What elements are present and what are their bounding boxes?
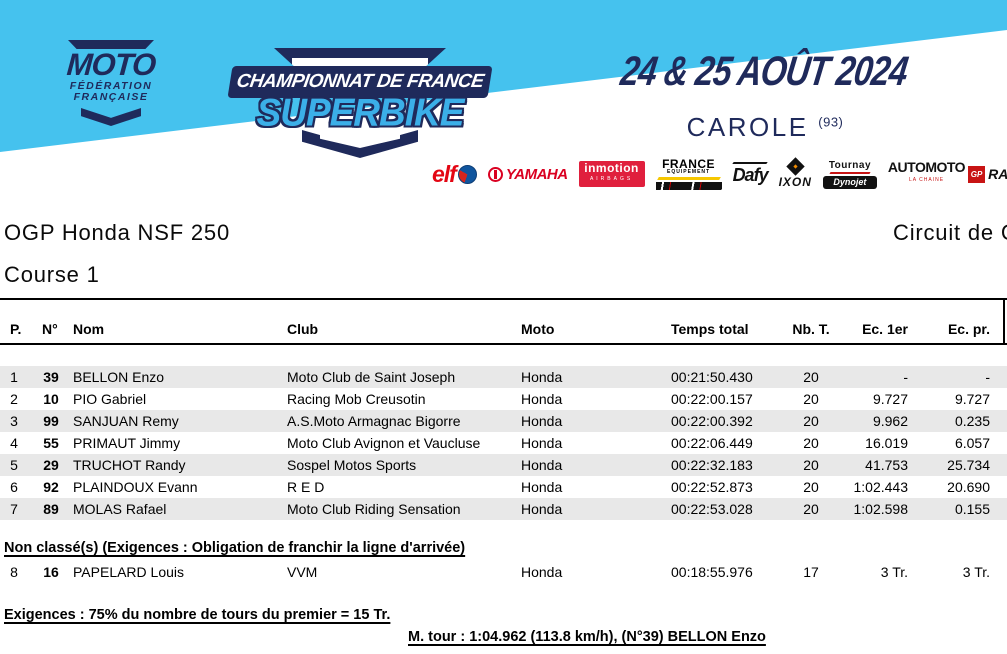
ffm-moto-logo: MOTO FÉDÉRATION FRANÇAISE — [50, 40, 172, 132]
elf-logo: elf — [432, 161, 477, 188]
france-equipement-swoosh-shape — [656, 177, 721, 180]
col-header-total-time: Temps total — [671, 321, 749, 337]
unclassified-heading: Non classé(s) (Exigences : Obligation de… — [4, 540, 466, 556]
dafy-swoosh-shape — [732, 162, 768, 164]
col-header-gap-prev: Ec. pr. — [947, 321, 990, 337]
table-row: 2 10 PIO Gabriel Racing Mob Creusotin Honda 0… — [10, 391, 990, 407]
ixon-diamond-icon — [786, 156, 805, 176]
col-header-number: N° — [42, 321, 58, 337]
championnat-superbike-logo: CHAMPIONNAT DE FRANCE SUPERBIKE — [227, 48, 493, 158]
tournay-dynojet-logo: Tournay Dynojet — [822, 160, 877, 189]
col-header-laps: Nb. T. — [792, 321, 830, 337]
best-lap-note: M. tour : 1:04.962 (113.8 km/h), (N°39) … — [408, 629, 766, 645]
ffm-logo-francaise-label: FRANÇAISE — [73, 91, 149, 103]
dafy-logo: Dafy — [732, 162, 769, 186]
championnat-de-france-label: CHAMPIONNAT DE FRANCE — [235, 71, 486, 92]
circuit-title: Circuit de C — [893, 220, 1007, 245]
col-header-name: Nom — [73, 321, 105, 337]
superbike-logo-shield-top-shape — [274, 48, 446, 70]
ffm-logo-top-bar-shape — [68, 40, 154, 49]
table-row: 5 29 TRUCHOT Randy Sospel Motos Sports Honda… — [0, 454, 1007, 476]
ffm-logo-chevron-shape — [81, 108, 141, 126]
france-equipement-bar-shape — [655, 182, 722, 190]
table-header-row: P. N° Nom Club Moto Temps total Nb. T. E… — [0, 321, 1007, 341]
col-header-club: Club — [287, 321, 319, 337]
yamaha-tuningfork-icon — [487, 166, 503, 182]
superbike-logo-chevron-shape — [302, 130, 418, 158]
table-row-unclassified: 8 16 PAPELARD Louis VVM Honda 00:18:55.976 17 3… — [10, 564, 990, 580]
superbike-logo-shield-stripe-shape — [292, 58, 428, 66]
table-row: 3 99 SANJUAN Remy A.S.Moto Armagnac Bigorre… — [0, 410, 1007, 432]
ffm-logo-word: MOTO — [65, 47, 157, 82]
table-right-border — [1003, 298, 1005, 345]
col-header-moto: Moto — [521, 321, 555, 337]
table-row: 7 89 MOLAS Rafael Moto Club Riding Sensatio… — [0, 498, 1007, 520]
category-title: OGP Honda NSF 250 — [4, 220, 230, 245]
event-date: 24 & 25 AOÛT 2024 — [617, 48, 911, 95]
ffm-logo-federation-label: FÉDÉRATION — [69, 80, 153, 92]
session-title: Course 1 — [4, 262, 100, 287]
sponsor-logos-row: elf YAMAHA inmotion AIRBAGS FRANCE EQUIP… — [432, 152, 1007, 196]
event-venue: CAROLE (93) — [620, 112, 910, 143]
tournay-swoosh-shape — [829, 171, 871, 174]
france-equipement-logo: FRANCE EQUIPEMENT — [655, 158, 722, 190]
yamaha-logo: YAMAHA — [487, 166, 568, 183]
gp-box-icon: GP — [968, 165, 986, 183]
ixon-logo: IXON — [779, 156, 812, 189]
table-row: 6 92 PLAINDOUX Evann R E D Honda 00:22:52.873… — [10, 479, 990, 495]
venue-name: CAROLE — [686, 112, 809, 142]
automoto-gp-racing-logo: AUTOMOTO LA CHAINE GP RA — [887, 159, 1007, 183]
table-header-rule — [0, 343, 1007, 345]
venue-department: (93) — [818, 114, 844, 130]
table-row: 4 55 PRIMAUT Jimmy Moto Club Avignon et Vau… — [10, 435, 990, 451]
table-row: 1 39 BELLON Enzo Moto Club de Saint Joseph H… — [0, 366, 1007, 388]
lap-requirement-note: Exigences : 75% du nombre de tours du pr… — [4, 607, 391, 623]
inmotion-logo: inmotion AIRBAGS — [578, 161, 645, 187]
col-header-position: P. — [10, 321, 22, 337]
superbike-label: SUPERBIKE — [256, 90, 465, 134]
elf-ball-icon — [457, 164, 477, 184]
table-top-rule — [0, 298, 1007, 300]
col-header-gap-first: Ec. 1er — [862, 321, 908, 337]
